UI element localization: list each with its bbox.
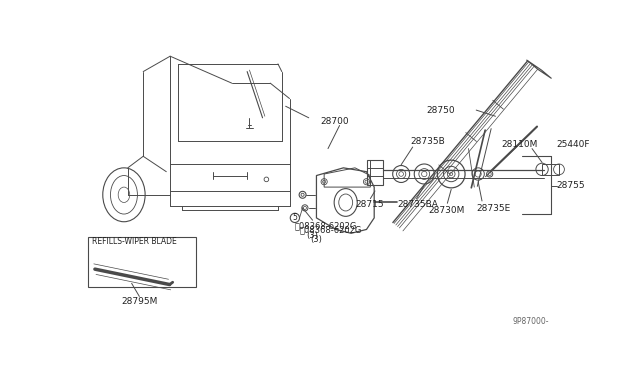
Text: 28735B: 28735B: [410, 137, 445, 146]
Bar: [367, 160, 383, 185]
Text: 28715: 28715: [355, 200, 383, 209]
Text: 5: 5: [292, 214, 298, 222]
Text: 28755: 28755: [557, 181, 586, 190]
Text: 28110M: 28110M: [501, 140, 538, 149]
Text: 28750: 28750: [426, 106, 455, 115]
Text: 9P87000-: 9P87000-: [513, 317, 549, 326]
Text: 28795M: 28795M: [122, 297, 158, 306]
Bar: [542, 164, 559, 175]
Text: 28700: 28700: [320, 117, 349, 126]
Text: 28735BA: 28735BA: [397, 200, 438, 209]
Text: 28735E: 28735E: [477, 204, 511, 213]
Text: REFILLS-WIPER BLADE: REFILLS-WIPER BLADE: [92, 237, 177, 246]
Bar: [88, 237, 196, 287]
Text: 28730M: 28730M: [428, 206, 465, 215]
Text: 傃08368-6202G: 傃08368-6202G: [300, 225, 362, 234]
Text: 25440F: 25440F: [557, 140, 590, 149]
Text: (3): (3): [310, 235, 322, 244]
Text: (3): (3): [307, 231, 318, 240]
Text: 傃08368-6202G: 傃08368-6202G: [295, 221, 357, 230]
